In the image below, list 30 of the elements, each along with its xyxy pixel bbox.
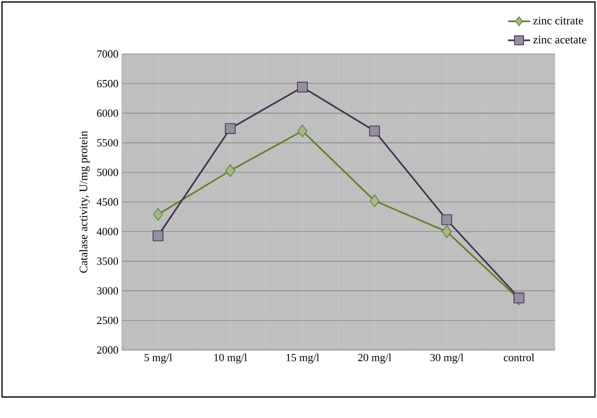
point bbox=[441, 214, 452, 226]
x-tick-label: 20 mg/l bbox=[358, 354, 392, 364]
point bbox=[225, 164, 236, 177]
point bbox=[153, 208, 163, 221]
y-tick-label: 7000 bbox=[97, 50, 118, 58]
point bbox=[370, 194, 380, 208]
x-tick-label: 15 mg/l bbox=[286, 354, 320, 364]
y-tick-label: 5500 bbox=[97, 139, 118, 146]
y-axis-title: Catalase activity, U/mg protein bbox=[79, 130, 90, 273]
point bbox=[152, 230, 164, 242]
x-tick-label: 10 mg/l bbox=[214, 354, 247, 364]
y-tick-label: 2000 bbox=[97, 346, 118, 354]
legend-label: zinc acetate bbox=[533, 36, 586, 44]
x-tick-label: 30 mg/l bbox=[430, 354, 464, 364]
point bbox=[224, 123, 236, 134]
y-tick-label: 3000 bbox=[97, 287, 118, 294]
x-tick-label: control bbox=[504, 354, 534, 362]
y-tick-label: 5000 bbox=[97, 168, 118, 176]
y-tick-label: 2500 bbox=[97, 316, 118, 324]
y-tick-label: 4500 bbox=[96, 198, 118, 206]
x-tick-label: 5 mg/l bbox=[144, 354, 172, 364]
legend-label: zinc citrate bbox=[533, 16, 584, 24]
y-tick-label: 4000 bbox=[96, 228, 118, 236]
y-tick-label: 3500 bbox=[97, 258, 118, 265]
point bbox=[442, 225, 452, 238]
point bbox=[297, 82, 308, 93]
y-tick-label: 6500 bbox=[97, 80, 118, 88]
point bbox=[298, 124, 308, 138]
y-tick-label: 6000 bbox=[97, 110, 118, 117]
point bbox=[369, 126, 380, 136]
